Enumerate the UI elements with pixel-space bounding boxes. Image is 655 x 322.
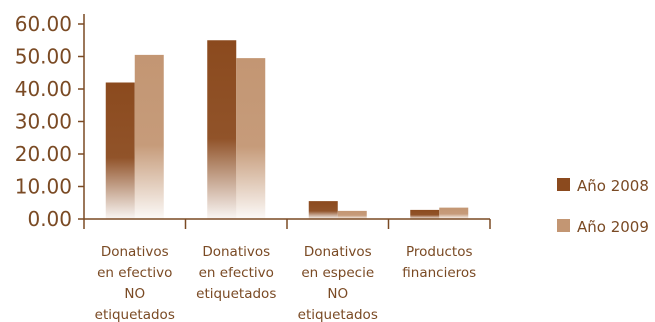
y-tick-label: 20.00 xyxy=(15,142,72,166)
bar-series-1 xyxy=(105,82,135,219)
bar-series-1 xyxy=(308,201,338,219)
bar-series-1 xyxy=(207,40,237,219)
y-tick-label: 0.00 xyxy=(27,207,72,231)
bar-series-2 xyxy=(134,54,164,219)
y-tick-label: 30.00 xyxy=(15,110,72,134)
x-tick-label: Productos financieros xyxy=(402,244,476,281)
y-axis: 0.00 10.00 20.00 30.00 40.00 50.00 60.00 xyxy=(15,12,85,231)
bars xyxy=(105,40,469,219)
x-tick-label: Donativos en efectivo etiquetados xyxy=(196,244,276,302)
legend-swatch xyxy=(557,219,570,232)
bar-series-2 xyxy=(337,210,367,219)
bar-series-2 xyxy=(439,207,469,219)
legend-label: Año 2009 xyxy=(577,218,649,236)
y-tick-label: 60.00 xyxy=(15,12,72,36)
legend-label: Año 2008 xyxy=(577,177,649,195)
x-tick-label: Donativos en efectivo NO etiquetados xyxy=(95,244,175,322)
bar-series-1 xyxy=(410,209,440,219)
x-tick-label: Donativos en especie NO etiquetados xyxy=(298,244,378,322)
legend-swatch xyxy=(557,178,570,191)
legend: Año 2008 Año 2009 xyxy=(557,177,649,236)
x-axis: Donativos en efectivo NO etiquetados Donativ… xyxy=(83,218,491,322)
y-tick-label: 50.00 xyxy=(15,45,72,69)
bar-series-2 xyxy=(236,58,266,219)
y-tick-label: 10.00 xyxy=(15,175,72,199)
y-tick-label: 40.00 xyxy=(15,77,72,101)
